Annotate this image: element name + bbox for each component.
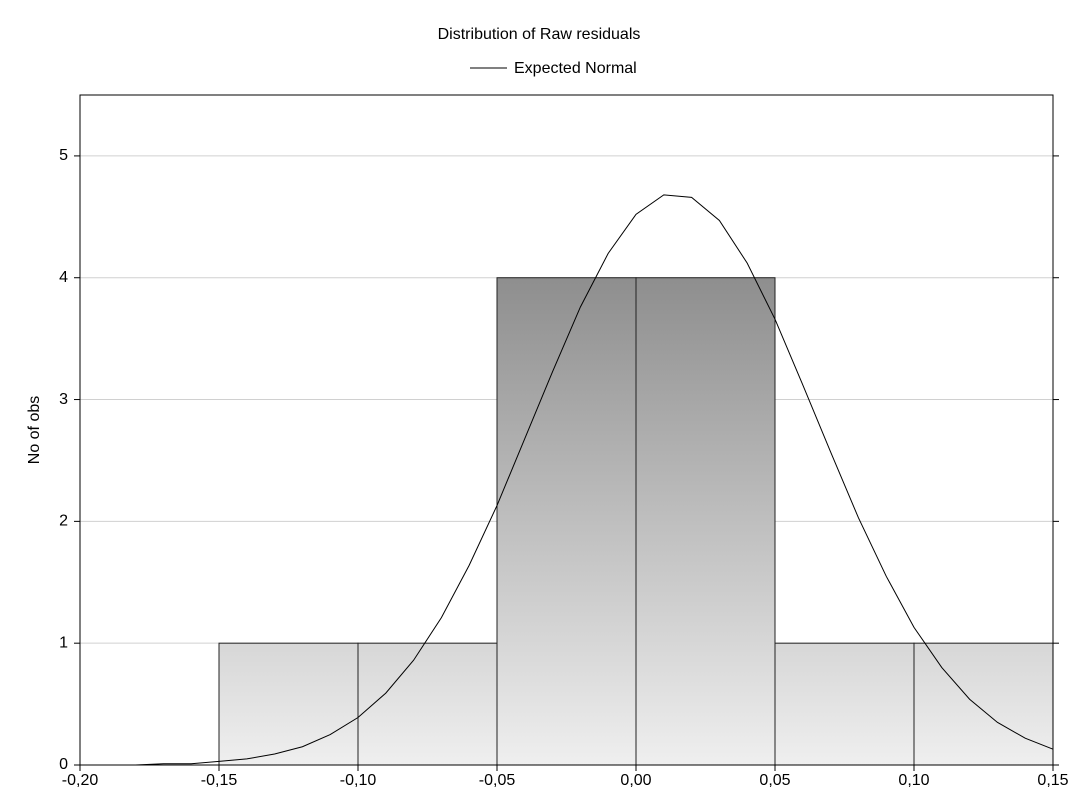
y-tick-label: 3: [59, 391, 68, 408]
x-tick-label: 0,10: [898, 772, 929, 789]
y-tick-label: 0: [59, 756, 68, 773]
chart-title: Distribution of Raw residuals: [438, 26, 641, 43]
histogram-bar: [913, 642, 1054, 766]
histogram-bar: [635, 277, 776, 766]
y-tick-label: 1: [59, 634, 68, 651]
y-tick-label: 2: [59, 513, 68, 530]
x-tick-label: 0,15: [1037, 772, 1068, 789]
x-tick-label: -0,10: [340, 772, 377, 789]
plot-frame: [79, 94, 1054, 766]
y-tick-label: 5: [59, 147, 68, 164]
x-tick-label: 0,05: [759, 772, 790, 789]
y-axis-label: No of obs: [26, 396, 43, 464]
y-tick-label: 4: [59, 269, 68, 286]
x-tick-label: 0,00: [620, 772, 651, 789]
legend-label: Expected Normal: [514, 60, 637, 77]
x-tick-label: -0,05: [479, 772, 516, 789]
x-tick-label: -0,20: [62, 772, 99, 789]
histogram-bar: [357, 642, 498, 766]
x-tick-label: -0,15: [201, 772, 238, 789]
histogram-bar: [774, 642, 915, 766]
normal-curve: [80, 194, 1054, 766]
histogram-bar: [218, 642, 359, 766]
histogram-bar: [496, 277, 637, 766]
